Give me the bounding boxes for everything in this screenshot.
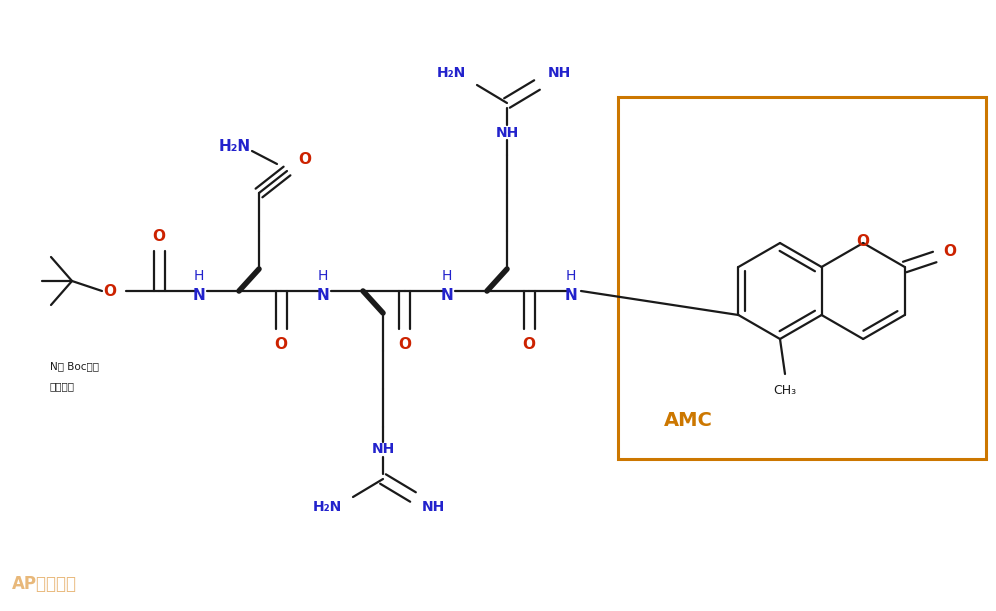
Text: O: O bbox=[523, 337, 536, 351]
Text: H: H bbox=[442, 269, 452, 283]
Text: H₂N: H₂N bbox=[313, 500, 342, 514]
Text: O: O bbox=[104, 284, 117, 299]
Text: N: N bbox=[440, 288, 453, 304]
Text: NH: NH bbox=[495, 126, 519, 140]
Text: 对酸敏感: 对酸敏感 bbox=[50, 381, 75, 391]
Text: N: N bbox=[317, 288, 330, 304]
Text: AMC: AMC bbox=[663, 411, 712, 431]
Text: O: O bbox=[275, 337, 288, 351]
Text: O: O bbox=[857, 233, 870, 249]
Text: H: H bbox=[318, 269, 329, 283]
Text: N: N bbox=[565, 288, 578, 304]
Text: CH₃: CH₃ bbox=[774, 384, 797, 398]
Text: O: O bbox=[299, 152, 312, 167]
Text: H: H bbox=[566, 269, 577, 283]
Text: NH: NH bbox=[372, 442, 394, 456]
Text: O: O bbox=[398, 337, 411, 351]
Text: H₂N: H₂N bbox=[436, 66, 465, 80]
Text: AP专肽生物: AP专肽生物 bbox=[12, 575, 77, 593]
Text: H₂N: H₂N bbox=[219, 139, 251, 153]
Text: NH: NH bbox=[548, 66, 571, 80]
Text: O: O bbox=[152, 229, 165, 244]
Text: N端 Boc保护: N端 Boc保护 bbox=[50, 361, 99, 371]
Text: O: O bbox=[943, 244, 956, 260]
Text: NH: NH bbox=[421, 500, 444, 514]
Text: N: N bbox=[192, 288, 205, 304]
Text: H: H bbox=[194, 269, 204, 283]
